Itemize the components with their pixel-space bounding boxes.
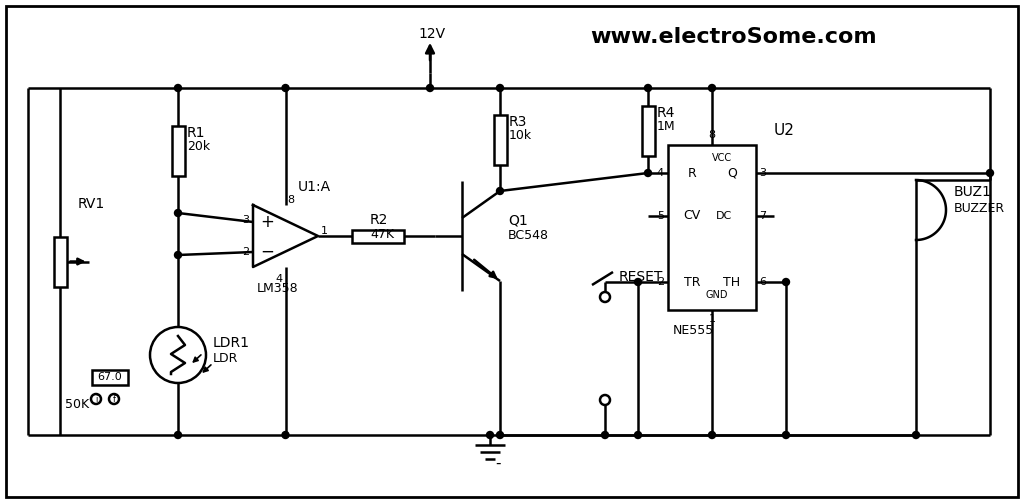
Circle shape [601, 432, 608, 439]
Circle shape [644, 170, 651, 177]
Text: f: f [113, 394, 116, 403]
Text: 2: 2 [656, 277, 664, 287]
Text: 50K: 50K [65, 398, 89, 411]
Text: CV: CV [683, 209, 700, 222]
Text: DC: DC [716, 210, 732, 220]
Text: 20k: 20k [187, 140, 210, 153]
Text: 8: 8 [709, 130, 716, 140]
Text: −: − [260, 243, 273, 261]
FancyBboxPatch shape [641, 106, 654, 155]
Circle shape [709, 432, 716, 439]
Text: 2: 2 [242, 247, 249, 257]
Circle shape [635, 432, 641, 439]
FancyBboxPatch shape [494, 115, 507, 164]
Text: 67.0: 67.0 [97, 372, 123, 382]
Circle shape [600, 395, 610, 405]
Circle shape [174, 252, 181, 259]
Text: U2: U2 [774, 123, 795, 137]
Circle shape [91, 394, 101, 404]
Circle shape [109, 394, 119, 404]
Text: R: R [688, 166, 696, 180]
FancyBboxPatch shape [6, 6, 1018, 497]
Text: 3: 3 [759, 168, 766, 178]
Circle shape [282, 432, 289, 439]
Text: LDR1: LDR1 [213, 336, 250, 350]
Text: Q1: Q1 [508, 213, 527, 227]
Text: 3: 3 [242, 215, 249, 225]
Text: BUZ1: BUZ1 [954, 185, 992, 199]
Text: BC548: BC548 [508, 228, 549, 241]
FancyBboxPatch shape [668, 145, 756, 310]
Text: www.electroSome.com: www.electroSome.com [590, 27, 877, 47]
Text: 6: 6 [759, 277, 766, 287]
Text: LM358: LM358 [257, 283, 299, 295]
Text: 7: 7 [759, 210, 766, 220]
Circle shape [427, 85, 433, 92]
Circle shape [497, 85, 504, 92]
Text: R3: R3 [509, 115, 527, 128]
Circle shape [709, 85, 716, 92]
Circle shape [282, 85, 289, 92]
Text: 4: 4 [275, 274, 283, 284]
Circle shape [635, 279, 641, 286]
Text: -: - [495, 456, 501, 470]
Text: LDR: LDR [213, 352, 239, 365]
Text: 1M: 1M [657, 120, 676, 133]
Circle shape [497, 432, 504, 439]
Text: BUZZER: BUZZER [954, 202, 1006, 214]
Circle shape [174, 210, 181, 216]
Text: GND: GND [706, 290, 728, 300]
Text: i: i [95, 394, 97, 403]
Circle shape [174, 432, 181, 439]
Circle shape [644, 85, 651, 92]
Circle shape [497, 188, 504, 195]
Text: R4: R4 [657, 106, 676, 120]
Text: R2: R2 [370, 213, 388, 227]
Circle shape [486, 432, 494, 439]
Text: R1: R1 [187, 126, 206, 139]
Text: Q: Q [727, 166, 737, 180]
Circle shape [600, 292, 610, 302]
Text: TR: TR [684, 276, 700, 289]
Text: +: + [260, 213, 273, 231]
Text: 12V: 12V [418, 27, 445, 41]
Circle shape [782, 432, 790, 439]
Text: 1: 1 [321, 226, 328, 236]
Circle shape [912, 432, 920, 439]
Text: RV1: RV1 [78, 197, 105, 210]
Circle shape [150, 327, 206, 383]
Text: 4: 4 [656, 168, 664, 178]
Text: VCC: VCC [712, 153, 732, 163]
Text: U1:A: U1:A [298, 180, 331, 194]
Text: NE555: NE555 [673, 323, 715, 337]
Text: 8: 8 [288, 195, 295, 205]
Circle shape [782, 279, 790, 286]
Text: 10k: 10k [509, 129, 532, 142]
FancyBboxPatch shape [53, 236, 67, 287]
Text: RESET: RESET [618, 270, 664, 284]
Text: TH: TH [723, 276, 740, 289]
Circle shape [986, 170, 993, 177]
Text: 5: 5 [657, 210, 664, 220]
Text: 1: 1 [709, 314, 716, 324]
FancyBboxPatch shape [352, 229, 404, 242]
FancyBboxPatch shape [92, 370, 128, 384]
Text: 47K: 47K [370, 227, 394, 240]
Circle shape [174, 85, 181, 92]
FancyBboxPatch shape [171, 126, 184, 176]
